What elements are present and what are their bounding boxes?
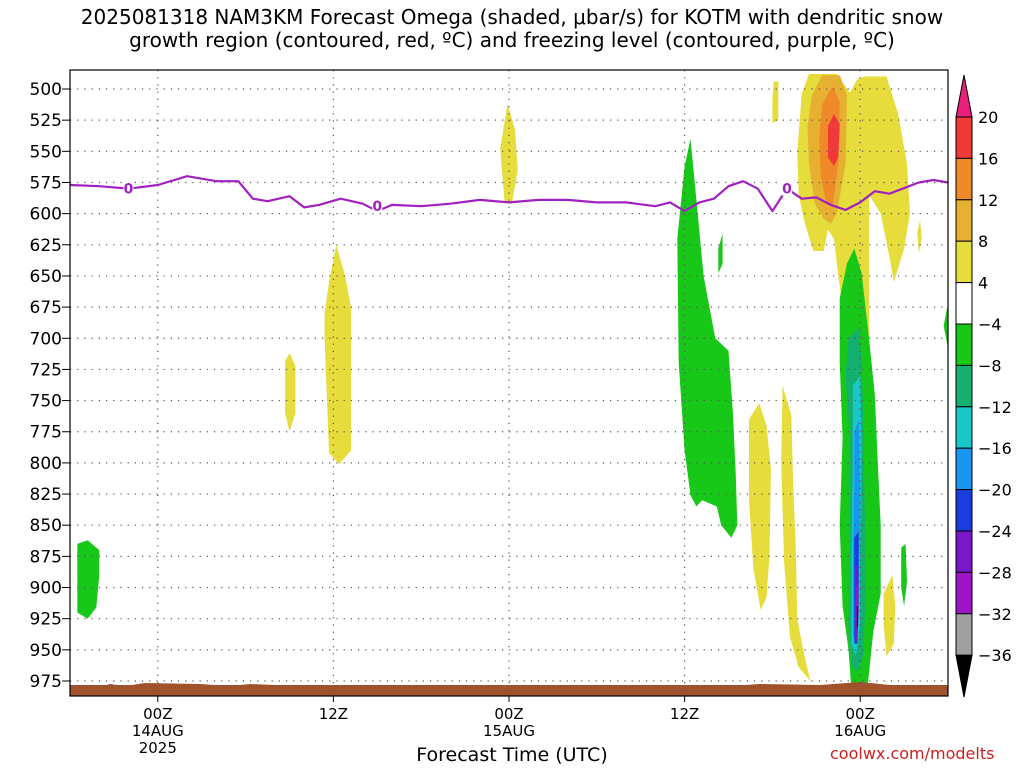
freezing-level-label-2: 0: [782, 182, 792, 198]
colorbar-label-7: −12: [978, 398, 1012, 417]
y-tick-label-900: 900: [30, 579, 62, 599]
y-tick-label-925: 925: [30, 610, 62, 630]
omega-region-24: [718, 233, 723, 274]
x-tick-label-54: 00Z: [846, 705, 875, 723]
colorbar-label-13: −36: [978, 646, 1012, 665]
y-tick-label-825: 825: [30, 485, 62, 505]
omega-shading-layer: [77, 74, 948, 690]
omega-region-11: [828, 113, 840, 167]
omega-region-2: [324, 244, 351, 465]
colorbar-band-6: [955, 364, 973, 408]
omega-region-22: [943, 303, 948, 349]
colorbar-label-12: −32: [978, 605, 1012, 624]
freezing-level-label-1: 0: [372, 199, 382, 215]
y-tick-label-675: 675: [30, 298, 62, 318]
y-tick-label-525: 525: [30, 111, 62, 131]
colorbar-band-10: [955, 530, 973, 573]
x-tick-label-18: 12Z: [319, 705, 348, 723]
colorbar-label-6: −8: [978, 356, 1002, 375]
x-tick-year-6: 2025: [139, 739, 177, 757]
colorbar-label-1: 16: [978, 149, 998, 168]
colorbar-label-4: 4: [978, 274, 988, 293]
x-tick-label-42: 12Z: [670, 705, 699, 723]
colorbar-label-10: −24: [978, 522, 1012, 541]
omega-region-6: [749, 403, 771, 610]
colorbar-top-arrow: [955, 74, 973, 118]
freezing-label-bg-0: [123, 180, 134, 196]
colorbar-band-1: [955, 157, 973, 201]
colorbar-label-3: 8: [978, 232, 988, 251]
omega-region-25: [899, 211, 905, 232]
y-tick-label-875: 875: [30, 547, 62, 567]
x-axis-title: Forecast Time (UTC): [416, 744, 608, 766]
colorbar-band-11: [955, 571, 973, 615]
x-tick-label-30: 00Z: [494, 705, 523, 723]
y-tick-label-650: 650: [30, 267, 62, 287]
y-tick-label-500: 500: [30, 80, 62, 100]
omega-region-4: [772, 81, 779, 123]
x-tick-date-30: 15AUG: [483, 722, 535, 740]
colorbar-band-2: [955, 199, 973, 242]
colorbar-band-8: [955, 447, 973, 491]
y-tick-label-975: 975: [30, 672, 62, 692]
pressure-axis: 500 525 550 575 600 625 650 675 700 725 750 775 800 8…: [30, 80, 70, 692]
colorbar-label-8: −16: [978, 439, 1012, 458]
freezing-label-bg-1: [372, 198, 383, 214]
colorbar-bottom-arrow: [955, 654, 973, 698]
freezing-level-label-0: 0: [124, 182, 134, 198]
chart-title-line1: 2025081318 NAM3KM Forecast Omega (shaded…: [80, 5, 944, 29]
omega-region-20: [883, 575, 896, 657]
omega-region-1: [285, 353, 296, 432]
x-tick-date-6: 14AUG: [132, 722, 184, 740]
y-tick-label-725: 725: [30, 360, 62, 380]
colorbar-band-4: [955, 282, 973, 325]
x-tick-label-6: 00Z: [143, 705, 172, 723]
omega-region-3: [500, 104, 518, 204]
colorbar-label-9: −20: [978, 481, 1012, 500]
y-tick-label-700: 700: [30, 329, 62, 349]
colorbar-band-3: [955, 240, 973, 284]
y-tick-label-575: 575: [30, 173, 62, 193]
y-tick-label-950: 950: [30, 641, 62, 661]
y-tick-label-550: 550: [30, 142, 62, 162]
y-tick-label-850: 850: [30, 516, 62, 536]
omega-colorbar: 20 16 12 8 4 −4 −8 −12 −16 −20 −24 −28 −32 −36: [955, 74, 1012, 698]
omega-region-5: [677, 138, 738, 538]
x-tick-date-54: 16AUG: [834, 722, 886, 740]
colorbar-label-5: −4: [978, 315, 1002, 334]
colorbar-band-5: [955, 323, 973, 366]
colorbar-band-9: [955, 489, 973, 532]
omega-region-7: [781, 385, 811, 681]
y-tick-label-750: 750: [30, 392, 62, 412]
omega-region-21: [901, 543, 907, 607]
terrain-surface-bumps: [70, 682, 948, 690]
colorbar-band-0: [955, 116, 973, 159]
y-tick-label-800: 800: [30, 454, 62, 474]
omega-region-19: [856, 606, 858, 628]
site-credit[interactable]: coolwx.com/modelts: [830, 744, 995, 763]
omega-region-0: [77, 540, 100, 619]
terrain-ground-band: [70, 685, 948, 696]
chart-title: 2025081318 NAM3KM Forecast Omega (shaded…: [0, 6, 1024, 52]
colorbar-label-2: 12: [978, 191, 998, 210]
colorbar-label-11: −28: [978, 563, 1012, 582]
omega-region-23: [917, 219, 922, 254]
freezing-level-layer: 0 0 0: [69, 175, 949, 215]
colorbar-band-12: [955, 613, 973, 656]
y-tick-label-775: 775: [30, 423, 62, 443]
freezing-level-line: [69, 175, 949, 213]
chart-title-line2: growth region (contoured, red, ºC) and f…: [129, 28, 895, 52]
y-tick-label-625: 625: [30, 236, 62, 256]
y-tick-label-600: 600: [30, 205, 62, 225]
freezing-label-bg-2: [782, 180, 793, 196]
colorbar-band-7: [955, 406, 973, 449]
colorbar-label-0: 20: [978, 108, 998, 127]
